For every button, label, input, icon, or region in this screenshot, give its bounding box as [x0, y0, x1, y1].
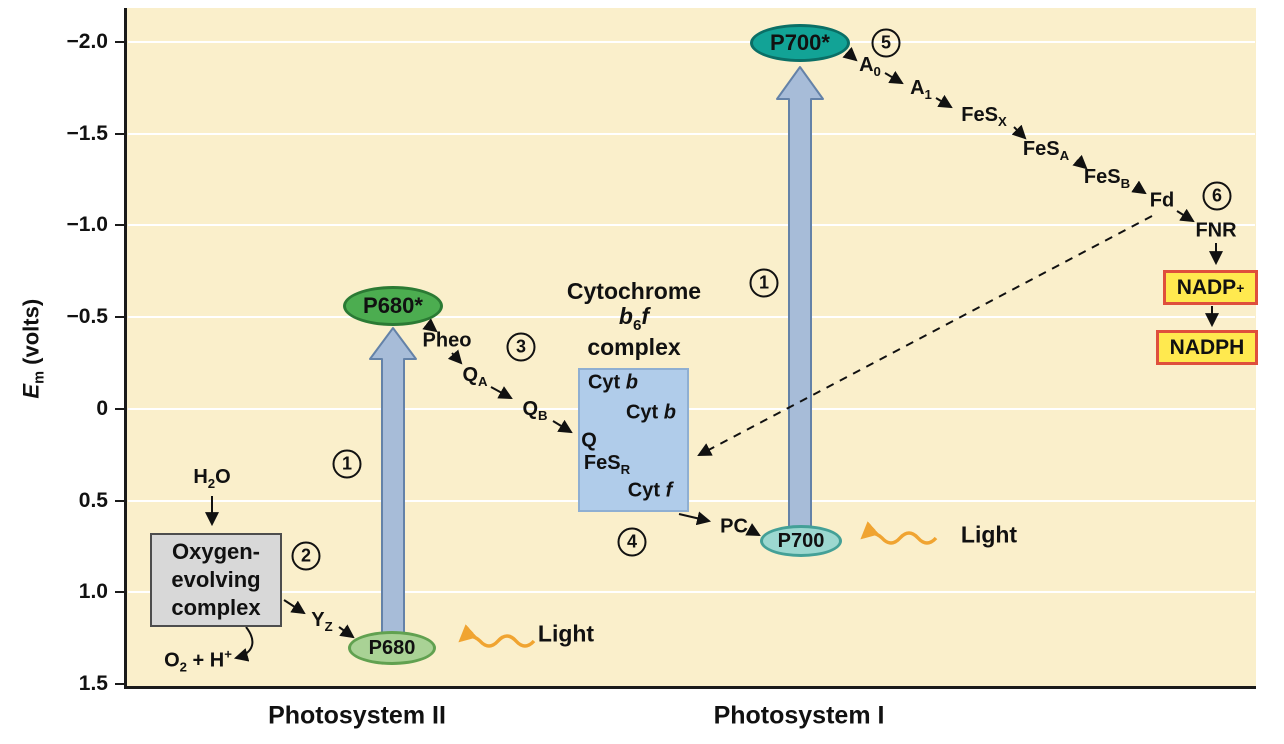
y-tick-label: 0.5: [78, 489, 108, 512]
o2-product-label: O2 + H+: [164, 646, 232, 675]
fes-b-label: FeSB: [1083, 166, 1131, 192]
plot-area: [127, 8, 1256, 686]
yz-label: YZ: [311, 609, 333, 635]
oec-line3: complex: [171, 594, 261, 620]
gridline-neg1: [128, 224, 1255, 226]
y-tick: [115, 316, 125, 318]
y-tick-label: 0: [96, 397, 108, 420]
light-label-psi: Light: [960, 521, 1018, 548]
a0-label: A0: [859, 54, 881, 80]
a1-label: A1: [910, 77, 932, 103]
y-tick-label: −2.0: [66, 30, 108, 53]
x-axis-line: [124, 686, 1256, 689]
cyt-b1-label: Cyt b: [587, 371, 639, 394]
p680-star-node: P680*: [343, 286, 443, 326]
step-5: 5: [871, 28, 901, 58]
step-1-psi: 1: [749, 268, 779, 298]
light-label-psii: Light: [537, 620, 595, 647]
gridline-neg2: [128, 41, 1255, 43]
p700-star-node: P700*: [750, 24, 850, 62]
y-tick: [115, 41, 125, 43]
nadph-box: NADPH: [1156, 330, 1258, 365]
gridline-0: [128, 408, 1255, 410]
y-tick: [115, 408, 125, 410]
p680-star-label: P680*: [363, 293, 423, 318]
cytbf-title-line3: complex: [587, 333, 681, 360]
cytbf-title-line2: b6f: [618, 303, 650, 334]
y-tick: [115, 683, 125, 685]
y-tick-label: −0.5: [66, 305, 108, 328]
y-tick-label: −1.5: [66, 122, 108, 145]
nadp-box: NADP +: [1163, 270, 1258, 305]
y-axis-line: [124, 8, 127, 689]
y-tick-label: 1.0: [78, 580, 108, 603]
step-6: 6: [1202, 181, 1232, 211]
gridline-neg1-5: [128, 133, 1255, 135]
p680-label: P680: [368, 636, 416, 659]
gridline-neg0-5: [128, 316, 1255, 318]
qb-label: QB: [522, 398, 548, 424]
photosystem-i-label: Photosystem I: [713, 701, 885, 730]
y-tick: [115, 591, 125, 593]
step-3: 3: [506, 332, 536, 362]
step-4: 4: [617, 527, 647, 557]
y-tick: [115, 133, 125, 135]
oec-line2: evolving: [171, 567, 261, 593]
p680-node: P680: [348, 631, 436, 665]
cyt-f-label: Cyt f: [627, 479, 673, 502]
y-tick: [115, 500, 125, 502]
step-2: 2: [291, 541, 321, 571]
y-tick-label: 1.5: [78, 672, 108, 695]
p700-node: P700: [760, 525, 842, 557]
h2o-label: H2O: [193, 466, 231, 492]
fes-x-label: FeSX: [961, 104, 1007, 130]
q-label: Q: [581, 429, 597, 452]
p700-label: P700: [777, 529, 825, 552]
pheo-label: Pheo: [422, 329, 472, 352]
cytbf-title-line1: Cytochrome: [566, 277, 702, 304]
gridline-1: [128, 591, 1255, 593]
y-tick: [115, 224, 125, 226]
fes-r-label: FeSR: [583, 452, 631, 478]
fnr-label: FNR: [1195, 219, 1237, 242]
cytbf-complex-box: [578, 368, 689, 512]
y-axis-title: Em (volts): [18, 298, 48, 399]
y-tick-label: −1.0: [66, 213, 108, 236]
p700-star-label: P700*: [770, 30, 830, 55]
oec-line1: Oxygen-: [171, 539, 261, 565]
fes-a-label: FeSA: [1022, 138, 1070, 164]
fd-label: Fd: [1149, 189, 1175, 212]
qa-label: QA: [462, 364, 488, 390]
oxygen-evolving-complex-box: Oxygen- evolving complex: [150, 533, 282, 627]
gridline-0-5: [128, 500, 1255, 502]
photosystem-ii-label: Photosystem II: [268, 701, 446, 730]
pc-label: PC: [720, 515, 748, 538]
cyt-b2-label: Cyt b: [625, 401, 677, 424]
step-1-psii: 1: [332, 449, 362, 479]
